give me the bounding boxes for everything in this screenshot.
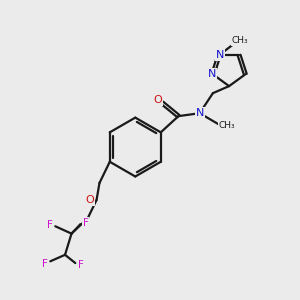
Text: CH₃: CH₃ <box>218 122 235 130</box>
Text: F: F <box>83 218 88 228</box>
Text: N: N <box>208 69 216 79</box>
Text: O: O <box>86 195 94 205</box>
Text: O: O <box>154 95 162 105</box>
Text: CH₃: CH₃ <box>231 36 248 45</box>
Text: N: N <box>216 50 224 60</box>
Text: N: N <box>196 108 204 118</box>
Text: F: F <box>42 259 48 269</box>
Text: F: F <box>78 260 84 270</box>
Text: F: F <box>47 220 53 230</box>
